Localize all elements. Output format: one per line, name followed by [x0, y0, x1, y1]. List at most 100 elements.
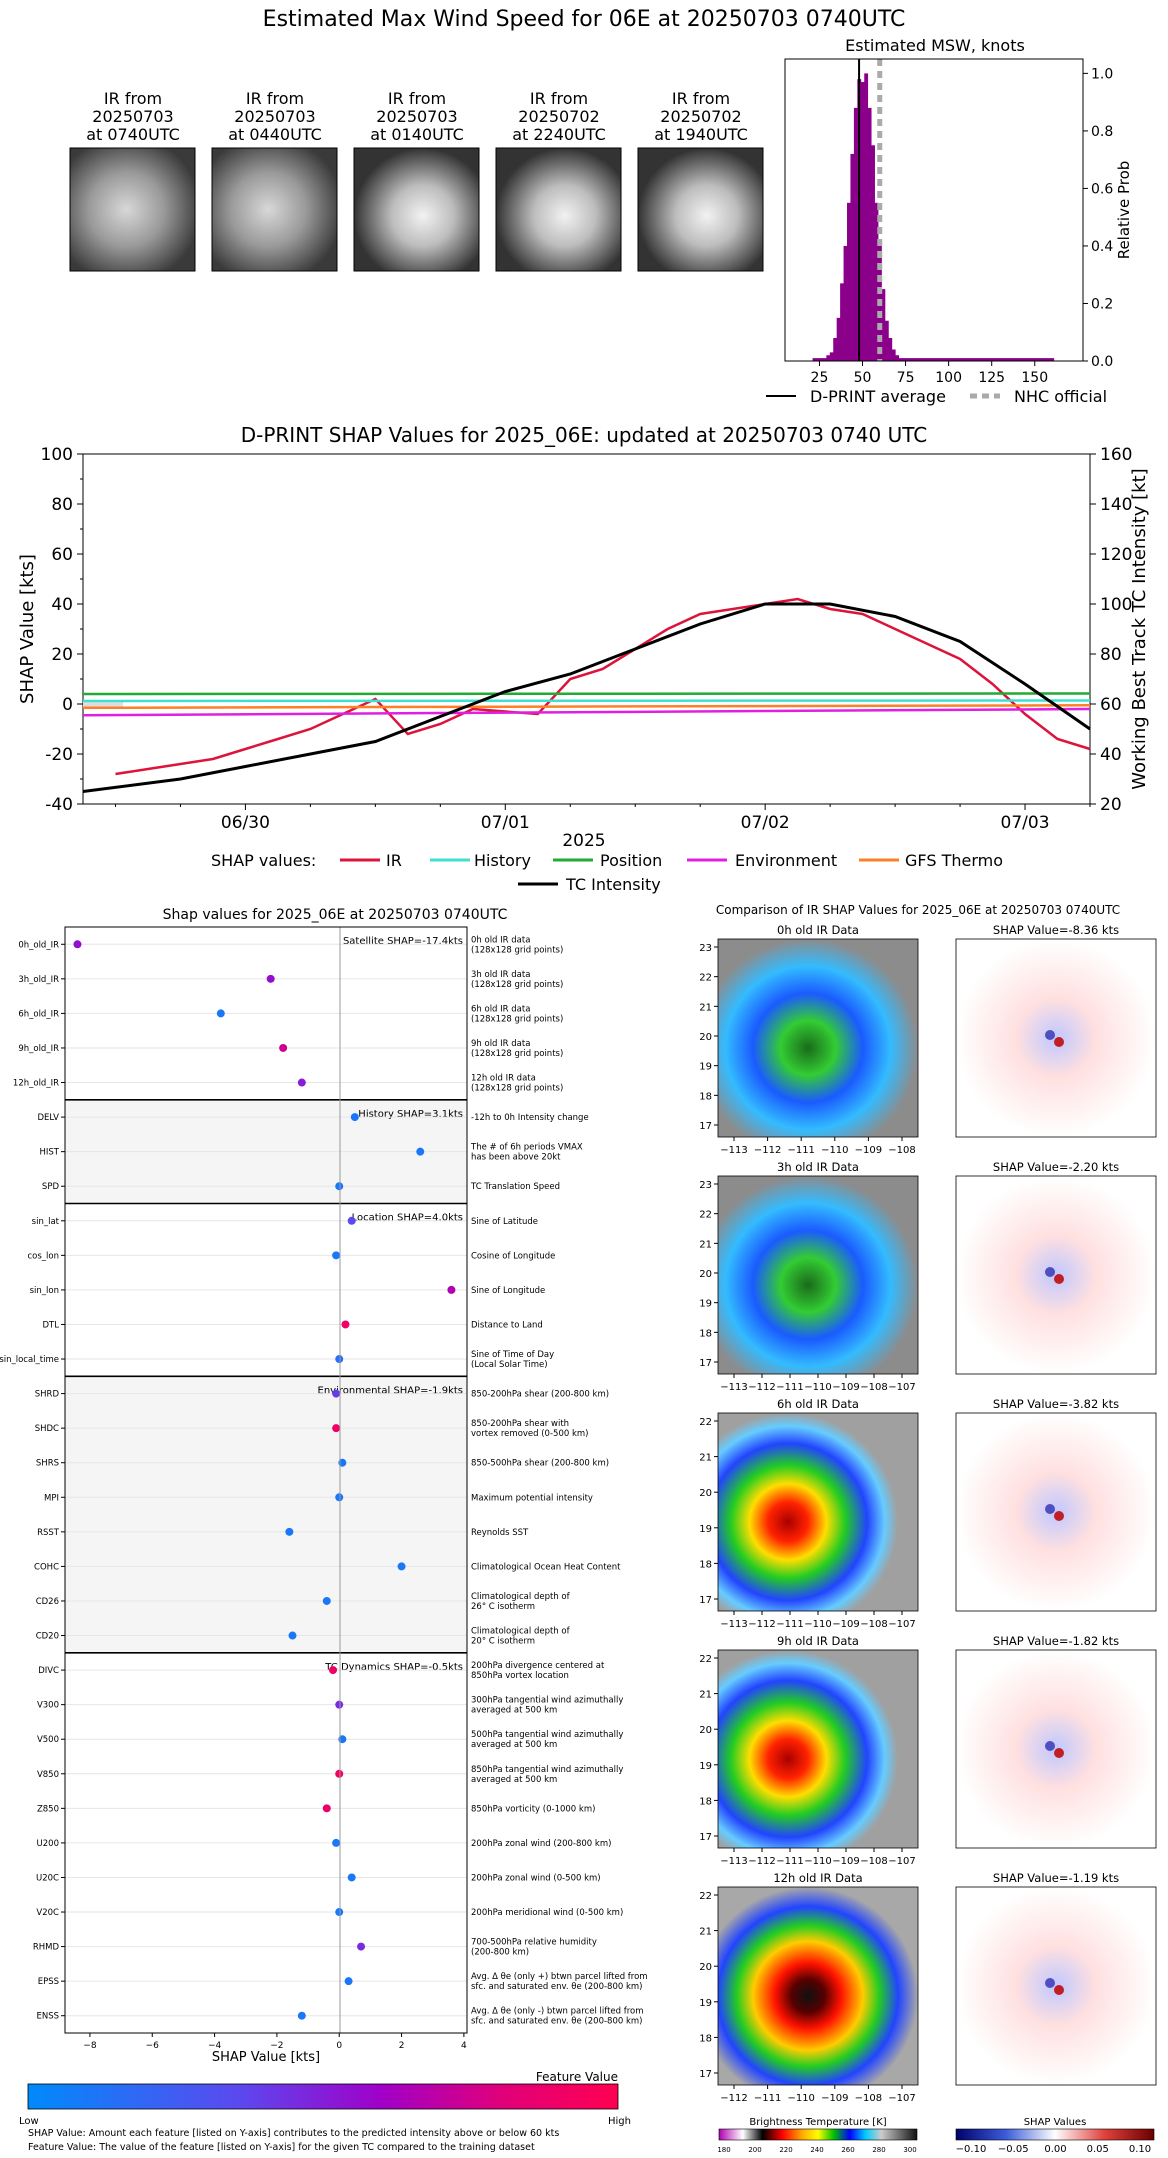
feature-shap-x-ticks: −8 −6 −4 −2 0 2 4	[83, 2033, 467, 2051]
feature-desc-line1: 200hPa divergence centered at	[471, 1661, 605, 1671]
histogram-bar	[1002, 358, 1006, 361]
histogram-bar	[836, 317, 841, 361]
x-tick-label: −112	[720, 2093, 747, 2104]
histogram-bar	[816, 358, 820, 361]
feature-desc-line1: Sine of Longitude	[471, 1286, 545, 1296]
timeseries-frame	[82, 453, 1091, 805]
y-tick-label: -20	[45, 745, 73, 765]
shap-center-positive	[1054, 1985, 1064, 1995]
feature-desc-line2: vortex removed (0-500 km)	[471, 1429, 588, 1439]
histogram-y-ticks: 0.0 0.2 0.4 0.6 0.8 1.0	[1083, 66, 1113, 370]
histogram-bar	[1026, 358, 1031, 361]
y-tick-label: 22	[699, 973, 712, 984]
shap-center-negative	[1045, 1741, 1055, 1751]
histogram-bar	[1015, 358, 1020, 361]
shap-center-negative	[1045, 1030, 1055, 1040]
shap-point	[335, 1769, 344, 1778]
feature-desc-line2: (128x128 grid points)	[471, 980, 563, 990]
histogram-bar	[884, 320, 889, 361]
shap-point	[266, 974, 275, 983]
bt-colorbar	[718, 2128, 918, 2141]
shap-tick-label: 0.10	[1129, 2144, 1151, 2155]
shap-point	[347, 1216, 356, 1225]
histogram-bar	[847, 202, 851, 361]
bt-tick-label: 220	[779, 2146, 792, 2154]
x-tick-label: −109	[821, 2093, 848, 2104]
shap-tick-label: −0.10	[956, 2144, 987, 2155]
thumbnail-label-line1: IR from	[530, 89, 588, 108]
feature-name: 12h_old_IR	[13, 1079, 59, 1089]
histogram-bar	[826, 355, 831, 361]
position-series-line	[82, 692, 1091, 696]
feature-desc-line1: 9h old IR data	[471, 1039, 530, 1049]
y2-tick-label: 160	[1100, 445, 1132, 465]
feature-name: CD20	[36, 1632, 59, 1642]
x-tick-label: −112	[754, 1145, 781, 1156]
histogram-bar	[909, 358, 913, 361]
y-tick-label: 17	[699, 2069, 712, 2080]
y-tick-label: 23	[699, 943, 712, 954]
feature-desc-line2: 20° C isotherm	[471, 1637, 535, 1647]
thumbnail-label-line2: 20250703	[376, 107, 457, 126]
thumbnail-label-line2: 20250703	[234, 107, 315, 126]
y-tick-label: 20	[51, 645, 73, 665]
histogram-bar	[915, 358, 920, 361]
x-tick-label: 25	[811, 370, 829, 386]
feature-desc-line2: 26° C isotherm	[471, 1602, 535, 1612]
legend-label-nhc: NHC official	[1014, 387, 1107, 406]
feature-row: sin_lon Sine of Longitude	[30, 1285, 545, 1296]
y-tick-label: 1.0	[1091, 66, 1113, 82]
thumbnail-image	[211, 147, 338, 272]
feature-row: sin_local_time Sine of Time of Day(Local …	[0, 1350, 554, 1370]
feature-row: RHMD 700-500hPa relative humidity(200-800…	[33, 1938, 597, 1958]
y-tick-label: 20	[699, 1725, 712, 1736]
shap-point	[335, 1355, 344, 1364]
feature-name: DTL	[43, 1320, 60, 1330]
x-tick-label: −113	[720, 1382, 747, 1393]
y-tick-label: 22	[699, 1654, 712, 1665]
shap-point	[341, 1320, 350, 1329]
feature-desc-line1: -12h to 0h Intensity change	[471, 1113, 589, 1123]
feature-row: U20C 200hPa zonal wind (0-500 km)	[36, 1873, 601, 1883]
histogram-bar	[964, 358, 968, 361]
x-tick-label: −109	[832, 1619, 859, 1630]
feature-desc-line1: 6h old IR data	[471, 1004, 530, 1014]
bt-colorbar-ticks: 180 200 220 240 260 280 300	[717, 2146, 916, 2154]
x-tick-label: −111	[776, 1382, 803, 1393]
histogram-bar	[1033, 358, 1037, 361]
histogram-bar	[981, 358, 986, 361]
x-tick-label: −107	[888, 2093, 915, 2104]
footnote-shap: SHAP Value: Amount each feature [listed …	[28, 2128, 559, 2139]
feature-row: DTL Distance to Land	[43, 1320, 543, 1330]
histogram-bar	[829, 352, 834, 361]
thumbnail-label-line3: at 0440UTC	[228, 125, 322, 144]
feature-desc-line1: 200hPa meridional wind (0-500 km)	[471, 1908, 623, 1918]
y-tick-label: 17	[699, 1358, 712, 1369]
thumbnail-label-line1: IR from	[672, 89, 730, 108]
timeseries-x-ticks: 06/30 07/01 07/02 07/03	[114, 804, 1091, 833]
feature-desc-line2: (128x128 grid points)	[471, 945, 563, 955]
x-tick-label: −110	[821, 1145, 848, 1156]
y-tick-label: 17	[699, 1595, 712, 1606]
feature-name: 3h_old_IR	[18, 975, 59, 985]
histogram-bar	[922, 358, 927, 361]
histogram-bar	[1050, 358, 1055, 361]
feature-desc-line1: 12h old IR data	[471, 1074, 536, 1084]
y-tick-label: 40	[51, 595, 73, 615]
shap-point	[297, 1078, 306, 1087]
histogram-x-ticks: 25 50 75 100 125 150	[811, 361, 1048, 386]
timeseries-y2label: Working Best Track TC Intensity [kt]	[1129, 468, 1150, 789]
feature-name: COHC	[34, 1562, 59, 1572]
histogram-bar	[998, 358, 1003, 361]
shap-panel-title: SHAP Value=-8.36 kts	[993, 923, 1119, 937]
histogram-chart: Estimated MSW, knots 25 50 75 100 125 150 0.0…	[766, 36, 1133, 406]
histogram-bar	[960, 358, 965, 361]
histogram-bar	[1005, 358, 1010, 361]
y-tick-label: 0.8	[1091, 124, 1113, 140]
histogram-bar	[888, 337, 893, 361]
feature-desc-line2: averaged at 500 km	[471, 1740, 557, 1750]
histogram-bar	[929, 358, 934, 361]
